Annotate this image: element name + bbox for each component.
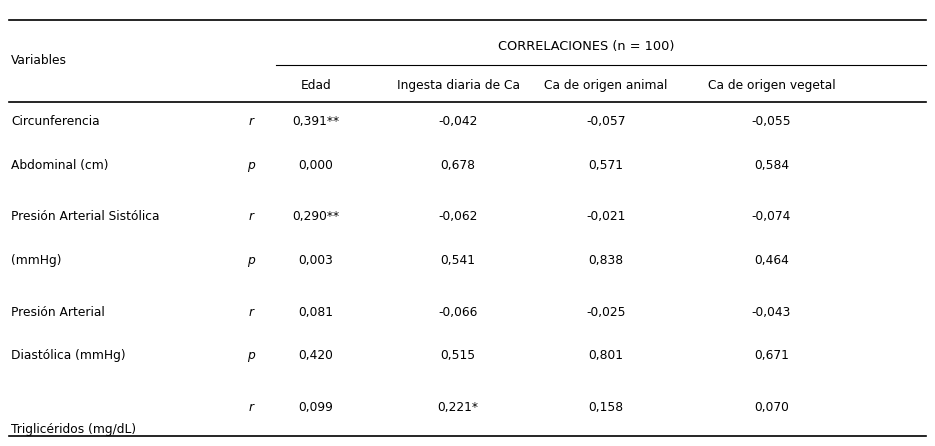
Text: 0,491: 0,491 bbox=[754, 445, 789, 446]
Text: 0,070: 0,070 bbox=[754, 401, 789, 414]
Text: Triglicéridos (mg/dL): Triglicéridos (mg/dL) bbox=[11, 423, 137, 436]
Text: (mmHg): (mmHg) bbox=[11, 254, 62, 267]
Text: 0,838: 0,838 bbox=[588, 254, 624, 267]
Text: 0,584: 0,584 bbox=[754, 158, 789, 172]
Text: 0,571: 0,571 bbox=[588, 158, 624, 172]
Text: Abdominal (cm): Abdominal (cm) bbox=[11, 158, 108, 172]
Text: -0,066: -0,066 bbox=[439, 306, 478, 319]
Text: -0,074: -0,074 bbox=[752, 210, 791, 223]
Text: Presión Arterial: Presión Arterial bbox=[11, 306, 105, 319]
Text: 0,081: 0,081 bbox=[298, 306, 334, 319]
Text: 0,671: 0,671 bbox=[754, 349, 789, 363]
Text: p: p bbox=[247, 254, 254, 267]
Text: 0,116: 0,116 bbox=[588, 445, 624, 446]
Text: -0,055: -0,055 bbox=[752, 115, 791, 128]
Text: 0,801: 0,801 bbox=[588, 349, 624, 363]
Text: 0,464: 0,464 bbox=[754, 254, 789, 267]
Text: CORRELACIONES (n = 100): CORRELACIONES (n = 100) bbox=[497, 40, 674, 54]
Text: Circunferencia: Circunferencia bbox=[11, 115, 100, 128]
Text: p: p bbox=[247, 349, 254, 363]
Text: Ca de origen vegetal: Ca de origen vegetal bbox=[708, 79, 835, 92]
Text: 0,000: 0,000 bbox=[298, 158, 334, 172]
Text: -0,057: -0,057 bbox=[586, 115, 626, 128]
Text: Diastólica (mmHg): Diastólica (mmHg) bbox=[11, 349, 126, 363]
Text: 0,328: 0,328 bbox=[298, 445, 334, 446]
Text: r: r bbox=[248, 401, 253, 414]
Text: r: r bbox=[248, 210, 253, 223]
Text: -0,062: -0,062 bbox=[439, 210, 478, 223]
Text: r: r bbox=[248, 306, 253, 319]
Text: Ca de origen animal: Ca de origen animal bbox=[544, 79, 668, 92]
Text: 0,420: 0,420 bbox=[298, 349, 334, 363]
Text: -0,021: -0,021 bbox=[586, 210, 626, 223]
Text: 0,541: 0,541 bbox=[440, 254, 476, 267]
Text: -0,042: -0,042 bbox=[439, 115, 478, 128]
Text: 0,221*: 0,221* bbox=[438, 401, 479, 414]
Text: 0,678: 0,678 bbox=[440, 158, 476, 172]
Text: -0,025: -0,025 bbox=[586, 306, 626, 319]
Text: 0,003: 0,003 bbox=[298, 254, 334, 267]
Text: Ingesta diaria de Ca: Ingesta diaria de Ca bbox=[396, 79, 520, 92]
Text: Presión Arterial Sistólica: Presión Arterial Sistólica bbox=[11, 210, 160, 223]
Text: Variables: Variables bbox=[11, 54, 67, 67]
Text: 0,027: 0,027 bbox=[440, 445, 476, 446]
Text: 0,391**: 0,391** bbox=[293, 115, 339, 128]
Text: p: p bbox=[247, 158, 254, 172]
Text: 0,158: 0,158 bbox=[588, 401, 624, 414]
Text: 0,099: 0,099 bbox=[298, 401, 334, 414]
Text: 0,290**: 0,290** bbox=[293, 210, 339, 223]
Text: -0,043: -0,043 bbox=[752, 306, 791, 319]
Text: r: r bbox=[248, 115, 253, 128]
Text: Edad: Edad bbox=[301, 79, 331, 92]
Text: p: p bbox=[247, 445, 254, 446]
Text: 0,515: 0,515 bbox=[440, 349, 476, 363]
